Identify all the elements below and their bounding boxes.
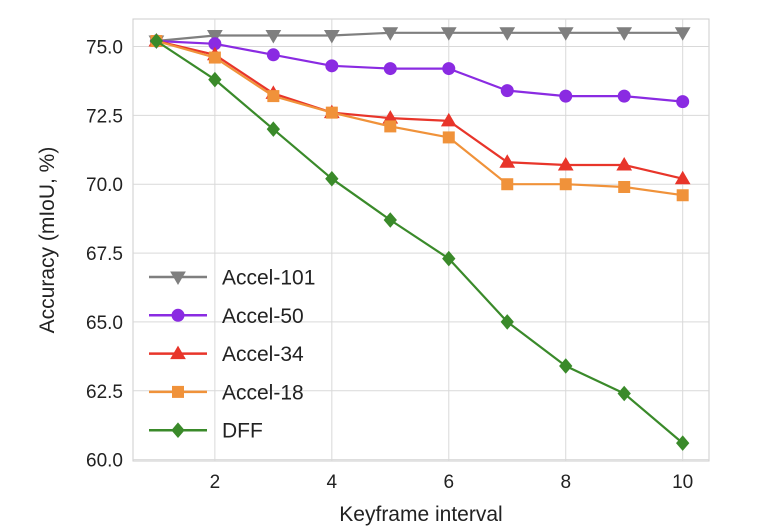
dff-marker xyxy=(208,71,222,88)
y-tick-label: 67.5 xyxy=(86,244,123,265)
legend-dff-marker xyxy=(171,422,185,438)
accel-18-marker xyxy=(559,178,572,191)
legend-item-dff: DFF xyxy=(149,420,263,443)
accel-101-marker xyxy=(557,27,574,41)
accel-18-marker xyxy=(501,178,514,191)
accel-34-marker xyxy=(674,170,691,185)
accel-50-marker xyxy=(383,62,397,76)
legend-label-accel-50: Accel-50 xyxy=(222,305,304,328)
dff-marker xyxy=(325,170,339,187)
accel-50-marker xyxy=(500,84,514,98)
accel-34-marker xyxy=(616,156,633,171)
accel-34-marker xyxy=(440,112,457,127)
legend-label-accel-101: Accel-101 xyxy=(222,267,315,290)
y-tick-labels: 60.0 62.5 65.0 67.5 70.0 72.5 75.0 xyxy=(86,38,123,472)
accel-18-marker xyxy=(208,51,221,64)
accel-18-marker xyxy=(442,131,455,144)
accel-101-line xyxy=(156,31,683,43)
accel-101-marker xyxy=(616,27,633,41)
dff-marker xyxy=(500,314,514,330)
accel-18-marker xyxy=(618,180,631,193)
y-axis-label: Accuracy (mIoU, %) xyxy=(36,147,59,334)
legend-accel-101-marker xyxy=(170,271,186,285)
accel-34-line xyxy=(156,39,683,180)
accel-34-marker xyxy=(557,156,574,171)
dff-marker xyxy=(383,212,397,228)
legend-label-dff: DFF xyxy=(222,420,263,443)
accel-18-marker xyxy=(384,120,397,133)
grid-lines xyxy=(133,19,709,461)
y-tick-label: 62.5 xyxy=(86,382,123,403)
legend-accel-18-marker xyxy=(172,385,184,398)
legend-item-accel-34: Accel-34 xyxy=(149,343,304,366)
dff-marker xyxy=(676,435,690,451)
x-axis-label: Keyframe interval xyxy=(339,503,502,526)
accel-50-marker xyxy=(325,59,339,73)
legend-label-accel-34: Accel-34 xyxy=(222,343,304,366)
accel-50-marker xyxy=(266,48,280,62)
legend-item-accel-50: Accel-50 xyxy=(149,305,304,328)
dff-marker xyxy=(266,121,281,137)
accel-101-marker xyxy=(323,30,340,44)
accel-50-marker xyxy=(617,89,631,103)
accel-50-marker xyxy=(559,89,573,103)
dff-marker xyxy=(559,358,573,374)
accel-18-marker xyxy=(325,106,338,119)
y-tick-label: 60.0 xyxy=(86,451,123,472)
series-dff xyxy=(149,33,690,451)
accel-18-marker xyxy=(676,189,689,202)
x-tick-label: 2 xyxy=(210,472,221,493)
legend: Accel-101 Accel-50 Accel-34 Accel-18 DFF xyxy=(149,267,315,443)
dff-marker xyxy=(149,33,164,49)
y-tick-label: 75.0 xyxy=(86,38,123,59)
dff-marker xyxy=(442,250,456,267)
y-tick-label: 70.0 xyxy=(86,175,123,196)
accel-18-marker xyxy=(267,90,280,103)
accel-50-marker xyxy=(676,95,690,109)
legend-item-accel-101: Accel-101 xyxy=(149,267,315,290)
legend-label-accel-18: Accel-18 xyxy=(222,381,304,404)
accel-101-marker xyxy=(440,27,457,41)
x-tick-label: 4 xyxy=(327,472,338,493)
accel-101-marker xyxy=(206,30,223,44)
accel-101-marker xyxy=(265,30,282,44)
legend-accel-34-marker xyxy=(170,345,186,360)
dff-line xyxy=(155,40,684,444)
x-tick-label: 8 xyxy=(560,472,571,493)
accel-18-line xyxy=(156,39,683,197)
accel-34-marker xyxy=(499,154,516,168)
y-tick-label: 72.5 xyxy=(86,106,123,127)
x-tick-label: 10 xyxy=(672,472,693,493)
legend-item-accel-18: Accel-18 xyxy=(149,381,304,404)
x-tick-labels: 2 4 6 8 10 xyxy=(210,472,694,493)
legend-accel-50-marker xyxy=(171,308,185,322)
dff-marker xyxy=(617,385,631,402)
accel-50-line xyxy=(156,39,683,103)
series-group xyxy=(148,27,691,451)
accel-101-marker xyxy=(499,27,516,41)
x-tick-label: 6 xyxy=(443,472,454,493)
accel-50-marker xyxy=(442,62,456,76)
y-tick-label: 65.0 xyxy=(86,313,123,334)
accel-101-marker xyxy=(382,27,399,41)
accel-101-marker xyxy=(674,27,691,41)
